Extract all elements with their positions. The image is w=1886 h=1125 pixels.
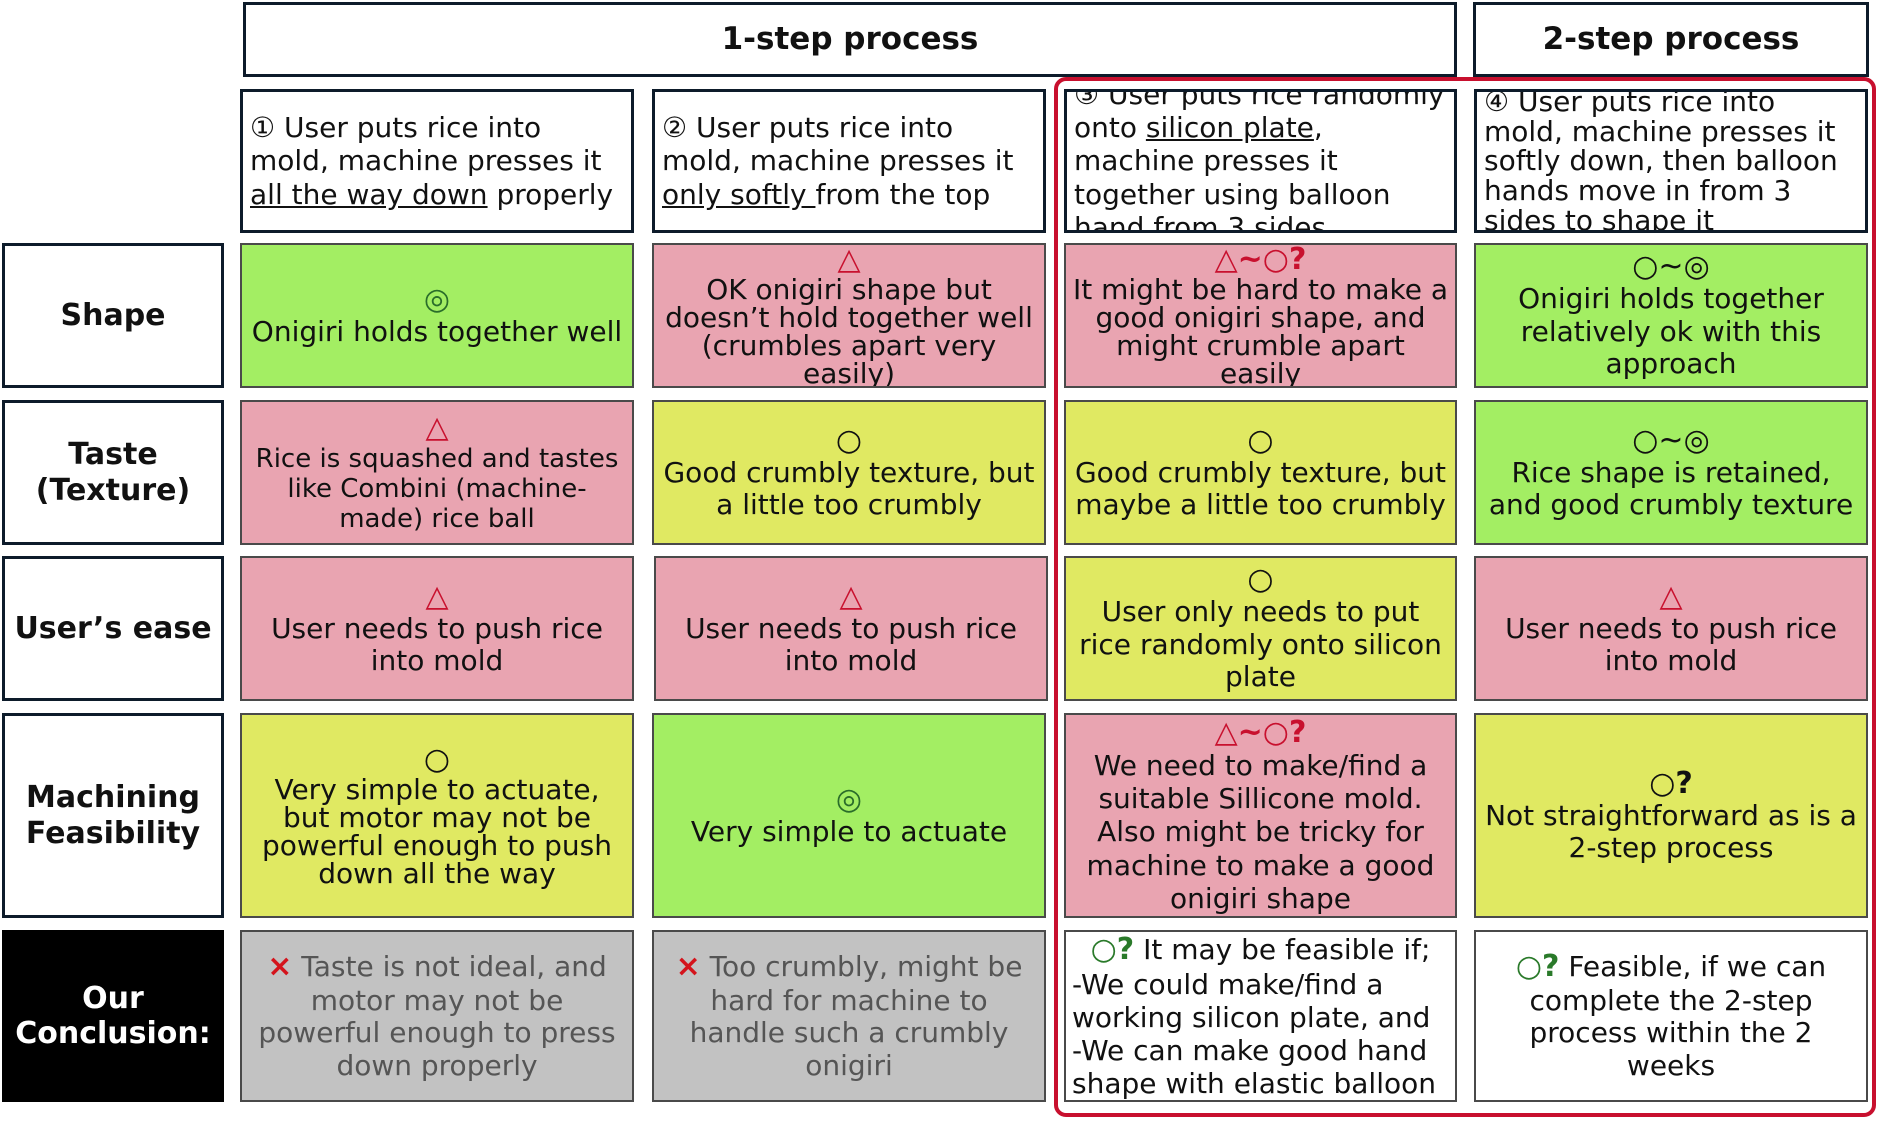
row-label-conclusion: Our Conclusion: xyxy=(2,930,224,1102)
conclusion-cell-2: × Too crumbly, might be hard for machine… xyxy=(652,930,1046,1102)
circle-icon: ○ xyxy=(423,742,451,777)
triangle-icon: △ xyxy=(1659,578,1683,614)
double-circle-icon: ◎ xyxy=(423,281,451,317)
ease-cell-3: ○ User only needs to put rice randomly o… xyxy=(1064,556,1457,701)
method-1-num: ① xyxy=(250,111,276,145)
triangle-icon: △ xyxy=(839,578,863,614)
cross-icon: × xyxy=(267,948,293,984)
taste-cell-4: ○~◎ Rice shape is retained, and good cru… xyxy=(1474,400,1868,545)
method-4-num: ④ xyxy=(1484,89,1510,118)
triangle-to-circle-icon: △~○? xyxy=(1214,243,1307,277)
taste-cell-2: ○ Good crumbly texture, but a little too… xyxy=(652,400,1046,545)
row-label-taste: Taste (Texture) xyxy=(2,400,224,545)
ease-cell-1: △ User needs to push rice into mold xyxy=(240,556,634,701)
triangle-icon: △ xyxy=(425,578,449,614)
method-3: ③ User puts rice randomly onto silicon p… xyxy=(1064,89,1457,233)
row-label-machining: Machining Feasibility xyxy=(2,713,224,918)
shape-cell-3: △~○? It might be hard to make a good oni… xyxy=(1064,243,1457,388)
shape-cell-1: ◎ Onigiri holds together well xyxy=(240,243,634,388)
machining-cell-4: ○? Not straightforward as is a 2-step pr… xyxy=(1474,713,1868,918)
circle-question-icon: ○? xyxy=(1649,765,1693,801)
shape-cell-2: △ OK onigiri shape but doesn’t hold toge… xyxy=(652,243,1046,388)
machining-cell-2: ◎ Very simple to actuate xyxy=(652,713,1046,918)
double-circle-icon: ◎ xyxy=(835,781,863,817)
method-3-num: ③ xyxy=(1074,89,1100,112)
ease-cell-2: △ User needs to push rice into mold xyxy=(654,556,1048,701)
cross-icon: × xyxy=(675,948,701,984)
triangle-icon: △ xyxy=(837,243,861,277)
header-1-step-label: 1-step process xyxy=(721,20,979,57)
conclusion-cell-1: × Taste is not ideal, and motor may not … xyxy=(240,930,634,1102)
method-1: ① User puts rice into mold, machine pres… xyxy=(240,89,634,233)
taste-cell-3: ○ Good crumbly texture, but maybe a litt… xyxy=(1064,400,1457,545)
circle-icon: ○ xyxy=(1247,422,1274,458)
method-4: ④ User puts rice into mold, machine pres… xyxy=(1474,89,1868,233)
conclusion-cell-4: ○? Feasible, if we can complete the 2-st… xyxy=(1474,930,1868,1102)
row-label-shape: Shape xyxy=(2,243,224,388)
machining-cell-1: ○ Very simple to actuate, but motor may … xyxy=(240,713,634,918)
method-2: ② User puts rice into mold, machine pres… xyxy=(652,89,1046,233)
circle-icon: ○ xyxy=(835,422,863,458)
ease-cell-4: △ User needs to push rice into mold xyxy=(1474,556,1868,701)
taste-cell-1: △ Rice is squashed and tastes like Combi… xyxy=(240,400,634,545)
circle-icon: ○ xyxy=(1247,562,1274,598)
method-2-num: ② xyxy=(662,111,688,145)
triangle-icon: △ xyxy=(425,409,449,445)
shape-cell-4: ○~◎ Onigiri holds together relatively ok… xyxy=(1474,243,1868,388)
conclusion-cell-3: ○? It may be feasible if; -We could make… xyxy=(1064,930,1457,1102)
header-1-step: 1-step process xyxy=(243,2,1457,77)
circle-question-icon: ○? xyxy=(1090,932,1135,968)
triangle-to-circle-icon: △~○? xyxy=(1214,715,1307,751)
header-2-step-label: 2-step process xyxy=(1542,20,1800,57)
row-label-ease: User’s ease xyxy=(2,556,224,701)
circle-to-double-circle-icon: ○~◎ xyxy=(1632,422,1710,458)
header-2-step: 2-step process xyxy=(1473,2,1869,77)
circle-question-icon: ○? xyxy=(1515,948,1560,984)
circle-to-double-circle-icon: ○~◎ xyxy=(1632,249,1710,285)
machining-cell-3: △~○? We need to make/find a suitable Sil… xyxy=(1064,713,1457,918)
